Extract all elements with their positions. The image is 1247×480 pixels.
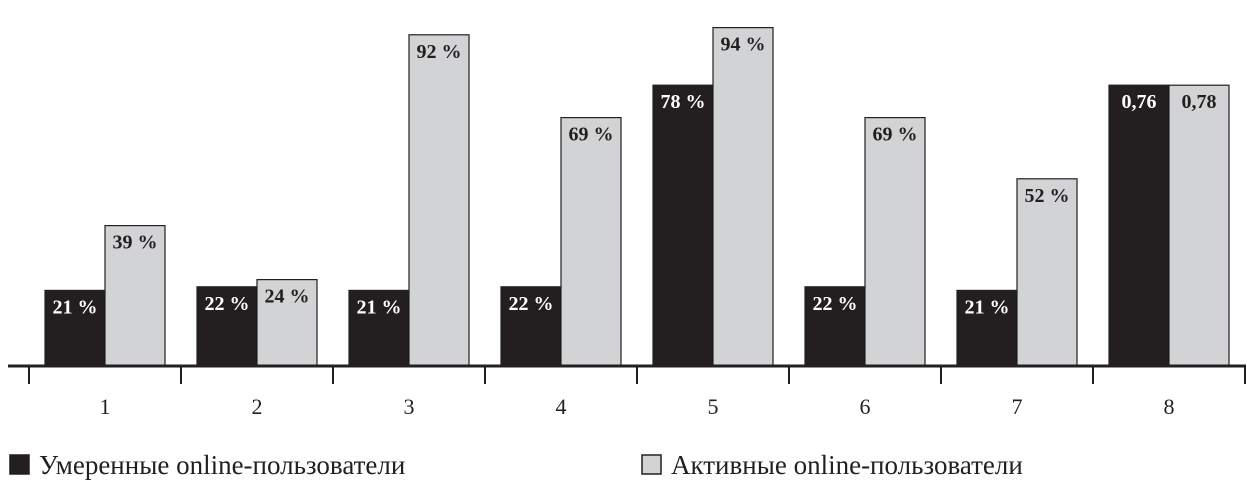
bar-s2-cat8 [1168, 84, 1230, 367]
legend-label-s2: Активные online-пользователи [671, 450, 1023, 480]
bar-s1-cat5 [652, 84, 714, 367]
data-label-s1-cat2: 22 % [205, 293, 250, 315]
data-label-s1-cat5: 78 % [661, 91, 706, 113]
data-label-s1-cat1: 21 % [53, 296, 98, 318]
data-label-s2-cat3: 92 % [417, 41, 462, 63]
data-label-s1-cat7: 21 % [965, 296, 1010, 318]
data-label-s2-cat7: 52 % [1025, 185, 1070, 207]
data-label-s1-cat3: 21 % [357, 296, 402, 318]
bar-s2-cat7 [1016, 178, 1078, 367]
x-tick-label: 7 [1012, 394, 1023, 419]
bar-s1-cat7 [956, 289, 1018, 367]
data-label-s2-cat1: 39 % [113, 232, 158, 254]
legend-swatch-s2 [641, 454, 662, 475]
x-tick-label: 6 [860, 394, 871, 419]
data-label-s2-cat4: 69 % [569, 124, 614, 146]
x-tick-label: 4 [556, 394, 567, 419]
legend-swatch-s1 [9, 454, 30, 475]
bar-s2-cat5 [712, 27, 774, 367]
x-tick-label: 3 [404, 394, 415, 419]
bar-s1-cat8 [1108, 84, 1170, 367]
data-label-s2-cat8: 0,78 [1182, 91, 1217, 113]
x-tick-label: 5 [708, 394, 719, 419]
bar-s2-cat6 [864, 116, 926, 367]
bar-s2-cat3 [408, 34, 470, 367]
x-axis: 1 2 3 4 5 6 7 8 [8, 364, 1246, 419]
data-label-s2-cat5: 94 % [721, 34, 766, 56]
data-label-s1-cat4: 22 % [509, 293, 554, 315]
x-tick-label: 2 [252, 394, 263, 419]
bar-s2-cat1 [104, 225, 166, 367]
bar-s1-cat2 [196, 286, 258, 367]
data-label-s2-cat2: 24 % [265, 286, 310, 308]
legend-label-s1: Умеренные online-пользователи [39, 450, 405, 480]
data-label-s1-cat6: 22 % [813, 293, 858, 315]
x-tick-label: 1 [100, 394, 111, 419]
bars-layer: 21 % 39 % 22 % 24 % 21 % 92 % 22 % 69 % 78 % 94 %… [44, 27, 1230, 367]
x-tick-label: 8 [1164, 394, 1175, 419]
bar-s2-cat4 [560, 116, 622, 367]
bar-s1-cat4 [500, 286, 562, 367]
bar-s2-cat2 [256, 279, 318, 367]
legend: Умеренные online-пользователи Активные on… [9, 450, 1023, 480]
bar-s1-cat1 [44, 289, 106, 367]
data-label-s2-cat6: 69 % [873, 124, 918, 146]
data-label-s1-cat8: 0,76 [1122, 91, 1157, 113]
